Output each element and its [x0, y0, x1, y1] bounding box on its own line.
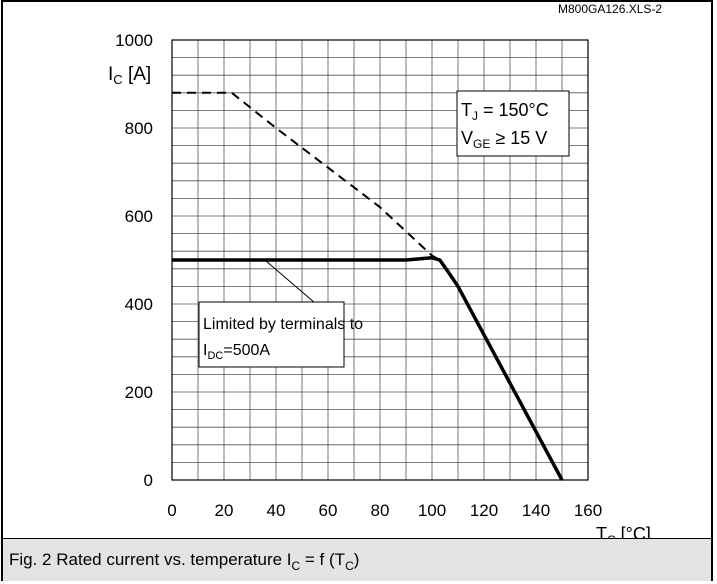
caption-bar: Fig. 2 Rated current vs. temperature IC …	[3, 538, 711, 581]
figure-caption: Fig. 2 Rated current vs. temperature IC …	[9, 550, 360, 573]
annotation-line-2: IDC=500A	[203, 342, 270, 362]
annotation-leader-line	[265, 260, 316, 304]
x-tick-label: 140	[522, 501, 550, 520]
y-tick-label: 400	[125, 295, 153, 314]
annotation-box	[198, 301, 345, 368]
x-tick-label: 0	[167, 501, 176, 520]
x-tick-label: 160	[574, 501, 602, 520]
series-line-dashed	[172, 91, 441, 261]
conditions-box	[456, 90, 570, 157]
x-tick-label: 20	[215, 501, 234, 520]
y-tick-label: 200	[125, 383, 153, 402]
y-tick-label: 600	[125, 207, 153, 226]
x-tick-label: 100	[418, 501, 446, 520]
series-line-solid	[172, 256, 564, 481]
y-tick-label: 800	[125, 119, 153, 138]
y-axis-label: IC [A]	[108, 64, 151, 87]
y-tick-label: 1000	[115, 31, 153, 50]
file-label: M800GA126.XLS-2	[558, 2, 662, 16]
x-tick-label: 80	[371, 501, 390, 520]
y-tick-label: 0	[144, 471, 153, 490]
annotation-line-1: Limited by terminals to	[203, 316, 363, 333]
x-tick-label: 40	[267, 501, 286, 520]
x-tick-label: 60	[319, 501, 338, 520]
condition-tj: TJ = 150°C	[461, 100, 549, 123]
x-tick-label: 120	[470, 501, 498, 520]
condition-vge: VGE ≥ 15 V	[461, 128, 547, 151]
